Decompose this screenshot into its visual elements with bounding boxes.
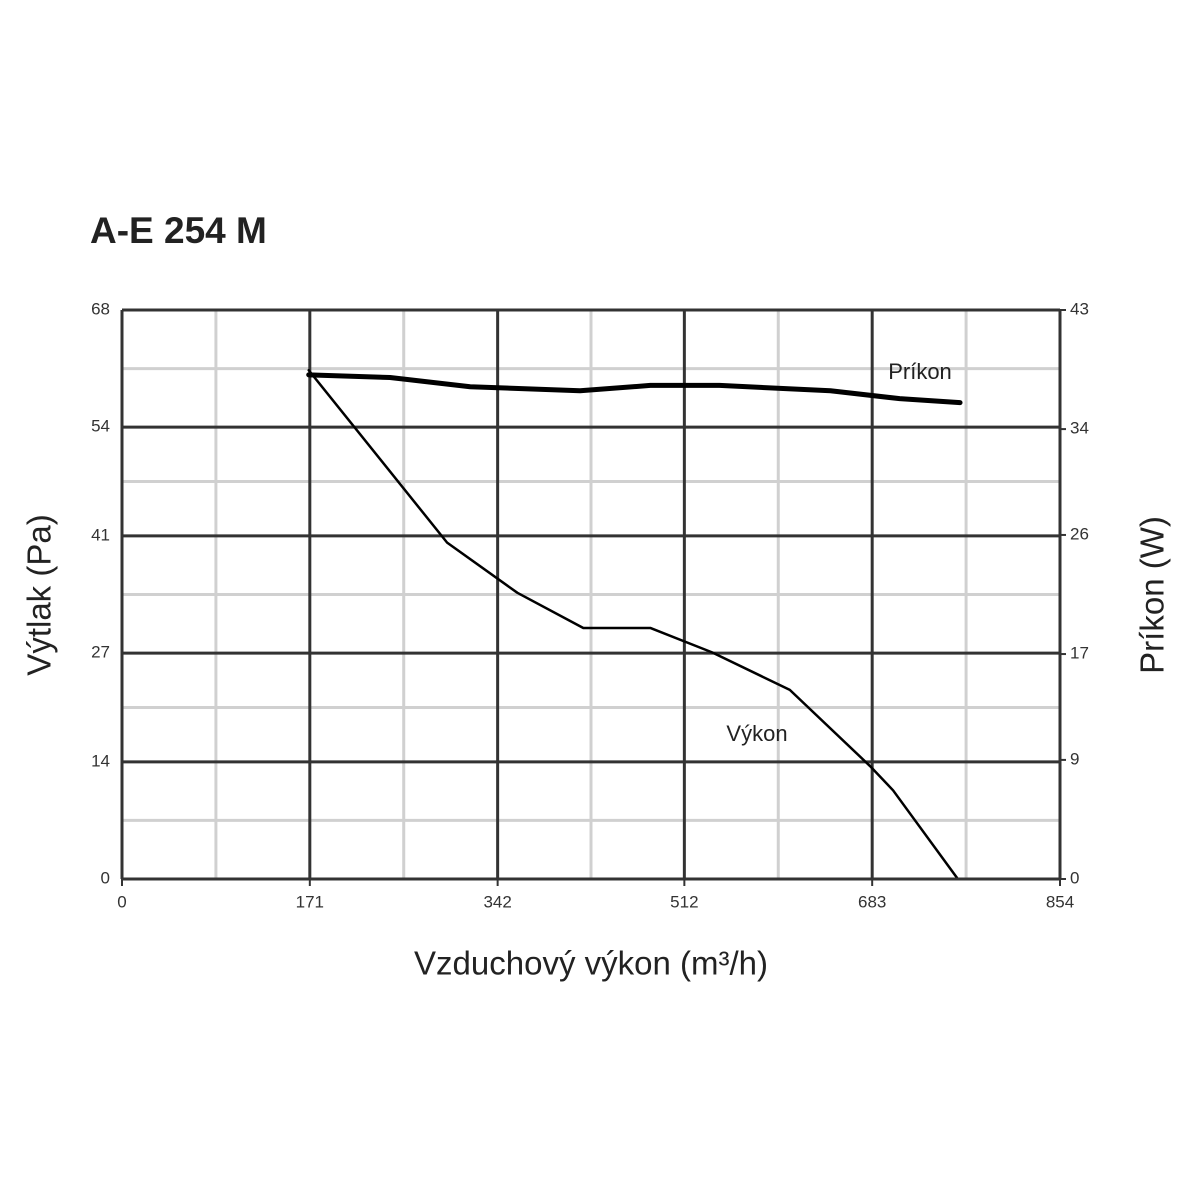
x-axis-label: Vzduchový výkon (m³/h) — [414, 945, 768, 982]
y2-tick-label: 34 — [1070, 419, 1089, 438]
x-tick-label: 683 — [858, 892, 886, 911]
series-label: Príkon — [888, 359, 952, 384]
y-tick-label: 0 — [101, 868, 110, 887]
y2-axis-label: Príkon (W) — [1134, 516, 1171, 674]
y2-tick-label: 43 — [1070, 299, 1089, 318]
y-tick-label: 54 — [91, 417, 110, 436]
x-tick-label: 0 — [117, 892, 126, 911]
y2-tick-label: 17 — [1070, 644, 1089, 663]
y-tick-label: 27 — [91, 643, 110, 662]
chart-title: A-E 254 M — [90, 210, 267, 251]
x-tick-label: 854 — [1046, 892, 1074, 911]
y2-tick-label: 9 — [1070, 749, 1079, 768]
x-tick-label: 342 — [483, 892, 511, 911]
x-tick-label: 512 — [670, 892, 698, 911]
y-tick-label: 41 — [91, 525, 110, 544]
x-tick-label: 171 — [296, 892, 324, 911]
series-line — [306, 372, 963, 406]
series-label: Výkon — [726, 721, 787, 746]
y2-tick-label: 26 — [1070, 524, 1089, 543]
series-line — [307, 368, 960, 881]
y-tick-label: 14 — [91, 751, 110, 770]
y-axis-label: Výtlak (Pa) — [21, 514, 58, 675]
y2-tick-label: 0 — [1070, 868, 1079, 887]
y-tick-label: 68 — [91, 299, 110, 318]
